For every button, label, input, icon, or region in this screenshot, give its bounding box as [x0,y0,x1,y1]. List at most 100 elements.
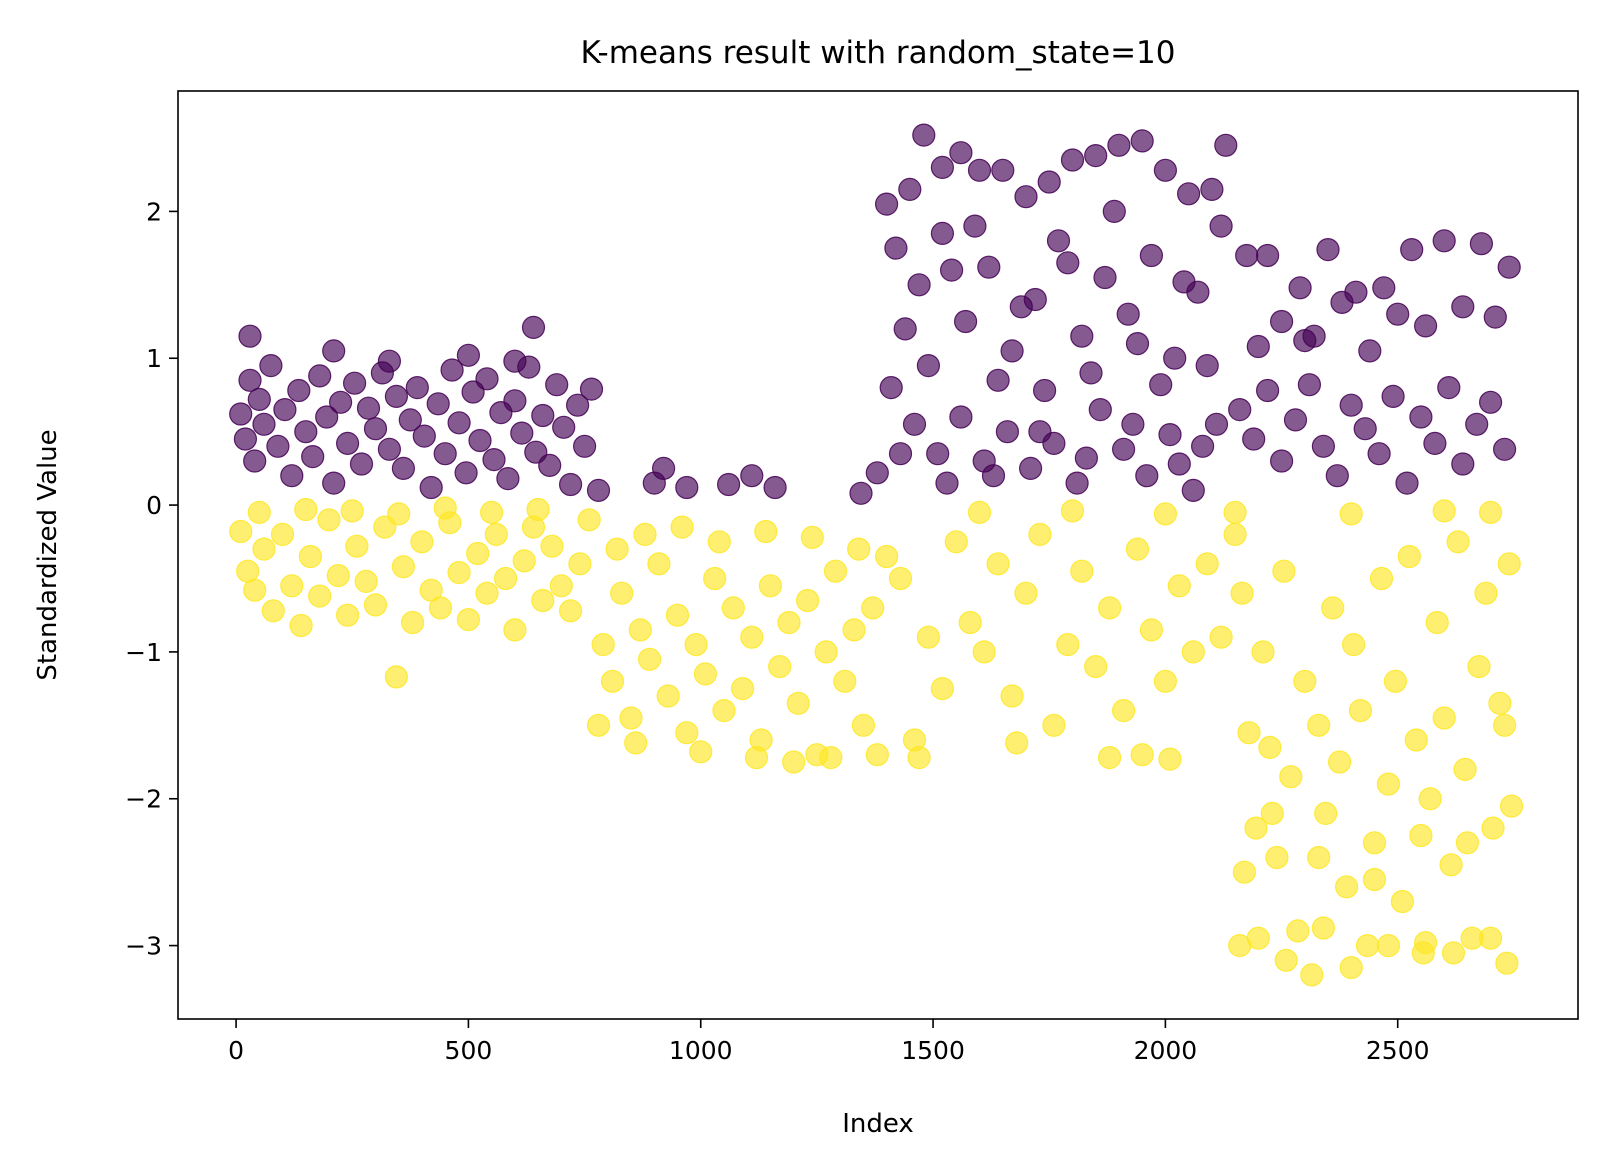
scatter-point [1214,133,1238,157]
y-axis-label: Standardized Value [33,429,63,680]
scatter-point [456,343,480,367]
scatter-point [1395,471,1419,495]
scatter-point [693,662,718,686]
scatter-point [1362,831,1387,855]
scatter-point [763,475,787,500]
scatter-point [1070,559,1094,583]
scatter-point [930,221,955,245]
scatter-point [1467,654,1491,679]
scatter-point [642,471,666,495]
scatter-point [1074,446,1099,470]
scatter-point [391,456,415,480]
scatter-point [1018,456,1043,480]
scatter-point [684,632,708,657]
scatter-point [758,574,783,598]
scatter-point [1367,442,1391,466]
scatter-point [1135,464,1159,488]
scatter-point [1441,941,1466,965]
scatter-point [428,596,453,620]
scatter-point [384,384,408,408]
scatter-point [851,713,876,737]
scatter-point [1437,376,1461,400]
scatter-point [1102,199,1126,223]
scatter-point [1279,765,1303,789]
scatter-point [1130,743,1154,767]
scatter-point [1413,314,1438,338]
scatter-point [1478,500,1503,525]
y-tick-label: −3 [125,932,162,961]
scatter-point [977,255,1001,279]
scatter-point [1499,794,1524,818]
scatter-point [712,698,736,723]
scatter-point [322,339,346,363]
scatter-point [1376,772,1401,796]
scatter-point [1339,502,1363,526]
y-tick-label: 1 [146,344,162,373]
scatter-point [1358,339,1382,363]
scatter-point [1014,185,1038,209]
scatter-point [273,398,297,422]
scatter-point [1107,133,1131,157]
scatter-point [1158,747,1182,771]
scatter-point [494,566,518,591]
scatter-point [1369,566,1394,591]
scatter-point [916,625,941,649]
scatter-point [391,555,415,579]
scatter-point [440,358,464,382]
scatter-point [1362,867,1387,892]
scatter-point [967,158,992,182]
scatter-point [1037,170,1061,194]
scatter-point [1453,757,1477,782]
scatter-point [847,537,871,561]
scatter-point [229,519,253,544]
scatter-point [252,412,276,436]
scatter-point [549,574,573,598]
scatter-point [1125,537,1150,561]
scatter-point [819,745,843,770]
scatter-point [233,427,257,451]
scatter-point [1383,669,1408,693]
scatter-point [1293,329,1317,353]
scatter-point [1400,238,1424,262]
scatter-point [600,669,625,693]
scatter-point [1195,354,1219,378]
scatter-point [238,324,262,348]
scatter-point [1311,434,1336,458]
scatter-point [398,408,422,432]
scatter-point [289,613,313,638]
scatter-point [540,534,564,558]
scatter-point [1097,745,1122,770]
scatter-point [1381,384,1405,408]
scatter-point [1084,654,1108,679]
scatter-point [1223,522,1247,547]
scatter-point [656,684,680,708]
scatter-point [1172,270,1196,294]
scatter-point [647,552,671,576]
scatter-point [496,467,520,491]
scatter-point [1492,713,1517,737]
y-tick-label: −2 [125,785,162,814]
scatter-point [568,552,592,576]
scatter-point [259,354,283,378]
scatter-point [1325,464,1349,488]
scatter-point [1341,632,1366,657]
scatter-point [930,155,955,179]
scatter-point [1251,640,1275,664]
scatter-point [298,544,322,569]
scatter-point [1065,471,1089,495]
scatter-point [270,522,295,547]
scatter-point [1397,544,1421,569]
scatter-point [888,566,913,591]
scatter-point [1079,361,1103,385]
scatter-point [1121,412,1145,436]
scatter-point [1111,698,1136,723]
scatter-point [1439,853,1463,877]
scatter-point [280,464,304,488]
scatter-point [503,349,527,373]
scatter-point [874,192,899,216]
scatter-point [633,522,657,547]
scatter-point [703,566,727,591]
scatter-point [1149,373,1173,397]
scatter-point [345,534,369,558]
scatter-point [912,123,936,147]
